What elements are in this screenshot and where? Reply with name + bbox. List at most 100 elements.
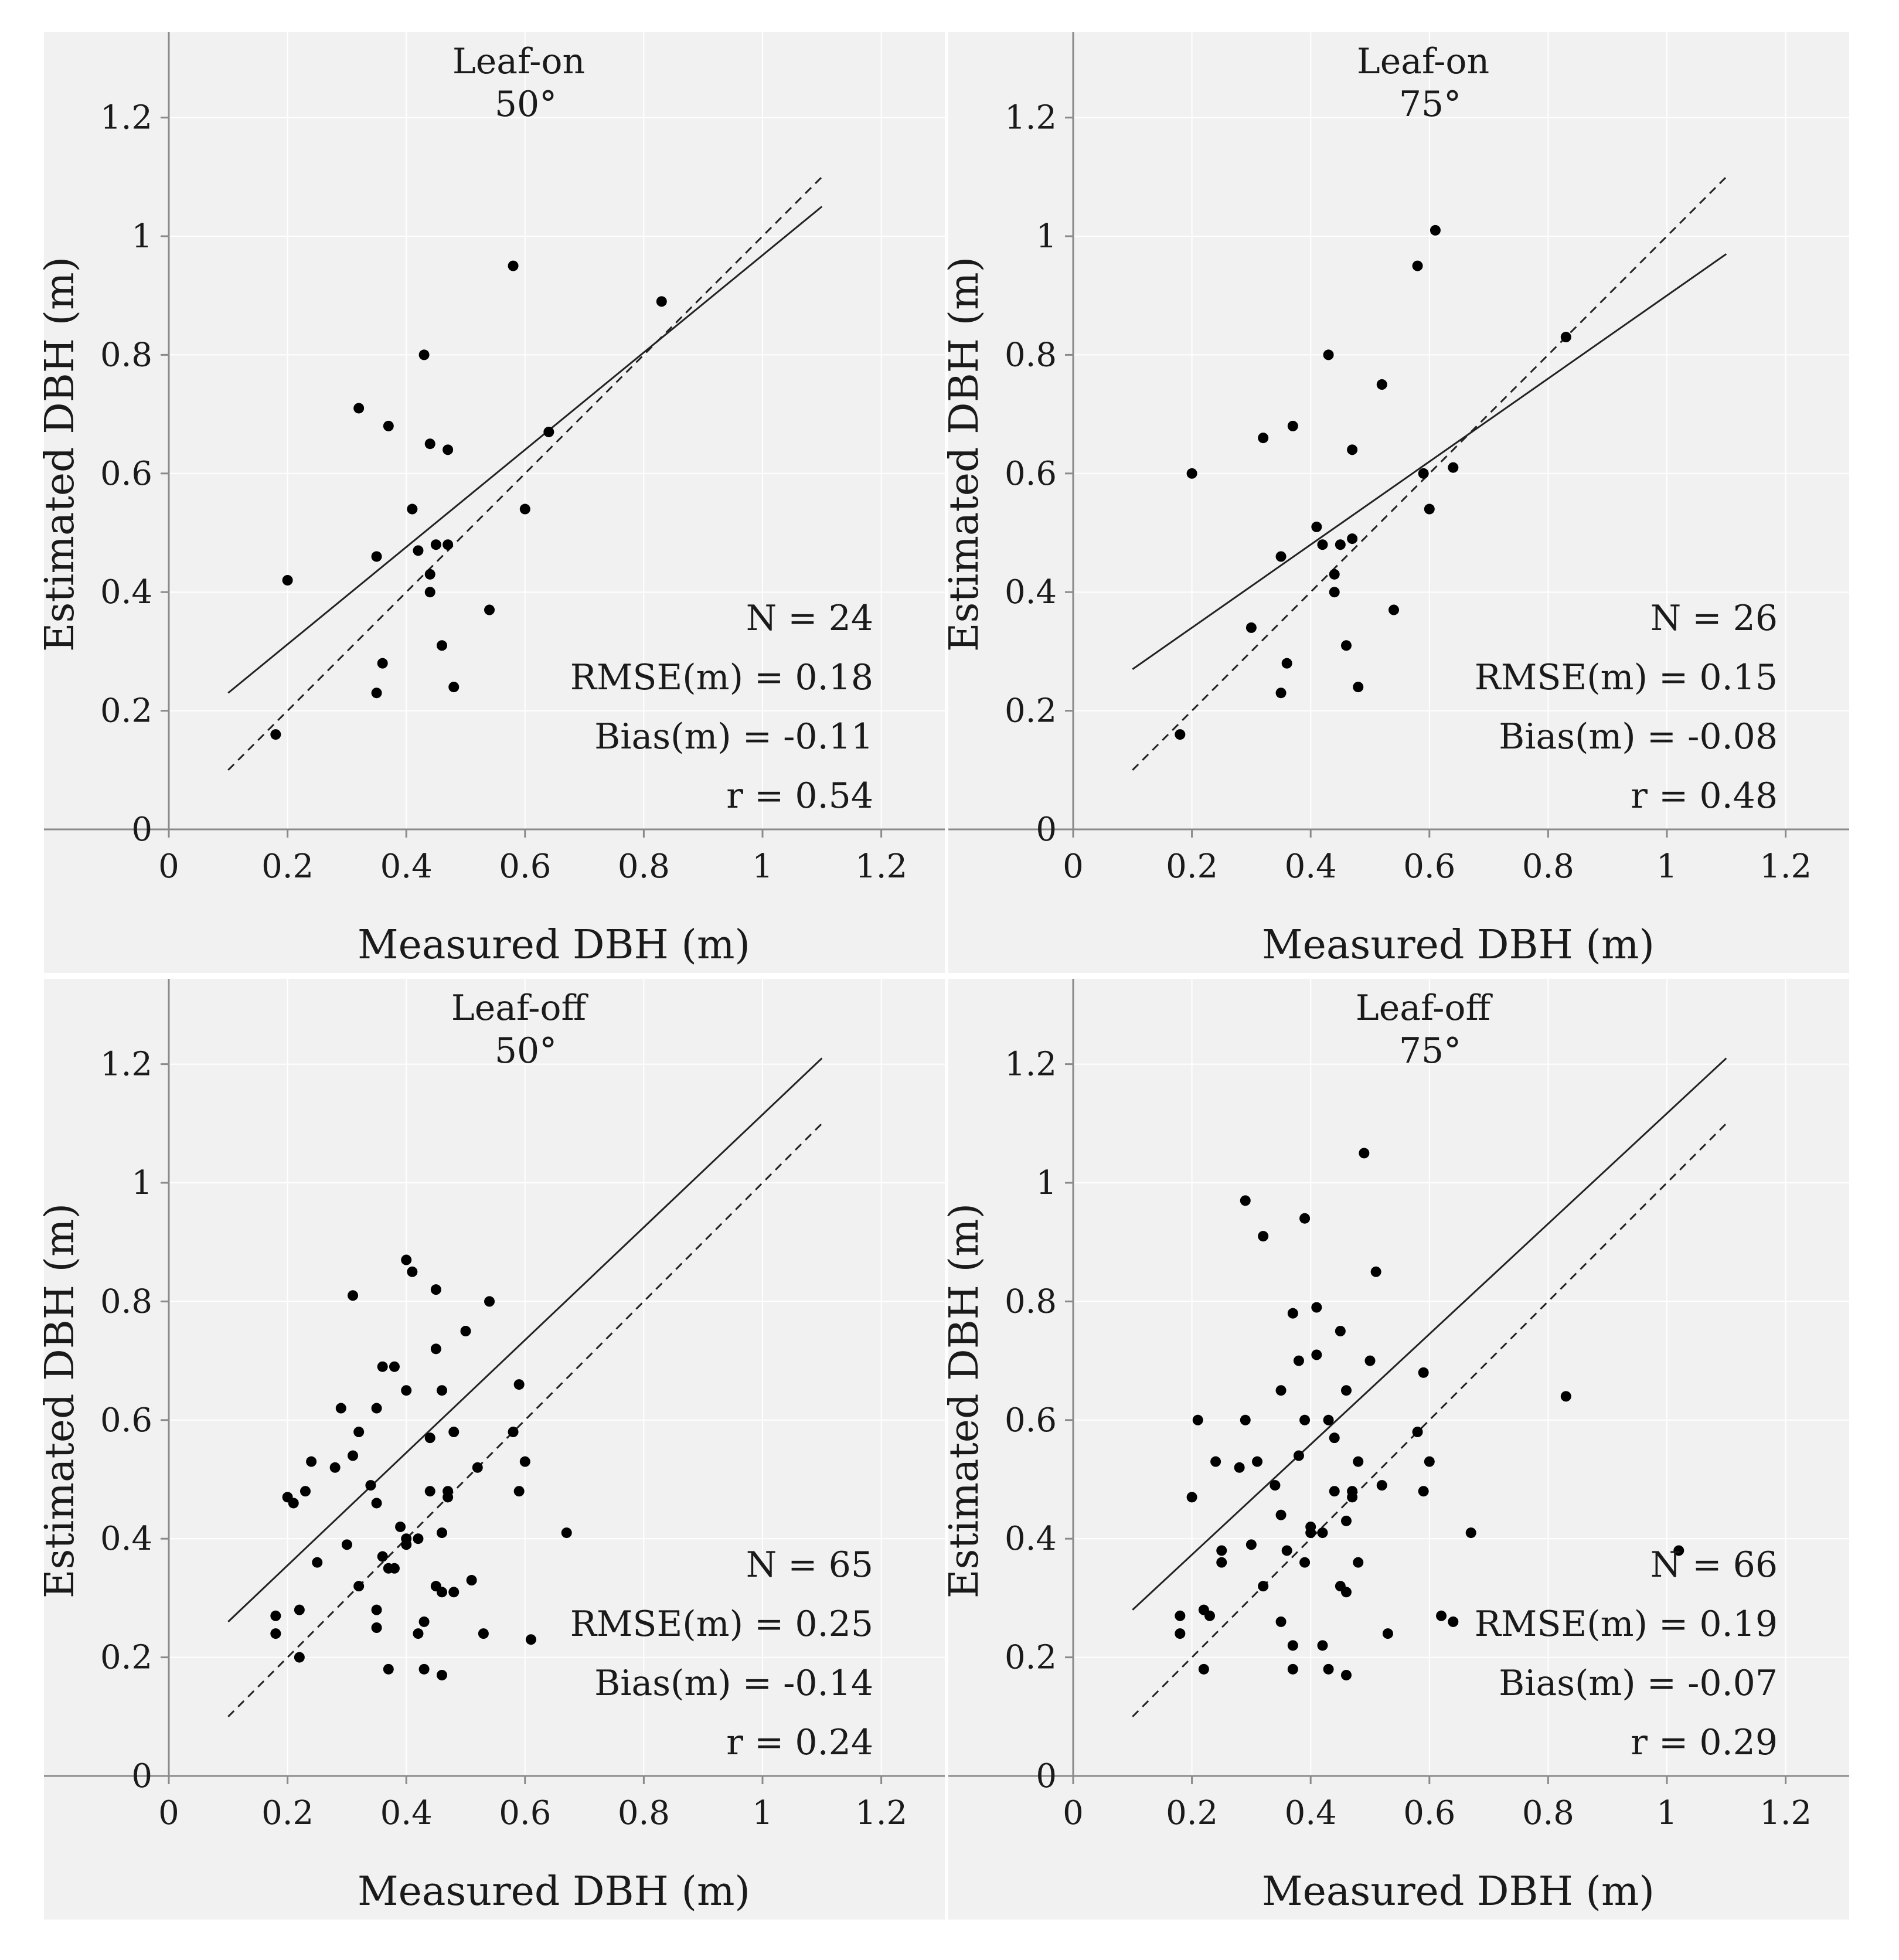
data-point xyxy=(1335,1326,1346,1336)
stat-r: r = 0.48 xyxy=(1631,775,1778,816)
x-tick-label: 0 xyxy=(1063,848,1084,886)
y-tick-label: 0.4 xyxy=(1005,1520,1057,1558)
x-tick-label: 0.4 xyxy=(380,848,433,886)
data-point xyxy=(1329,587,1340,598)
data-point xyxy=(1436,1610,1447,1621)
data-point xyxy=(401,1254,412,1265)
y-tick-label: 0.6 xyxy=(100,1401,152,1440)
data-point xyxy=(418,1616,430,1627)
y-tick-label: 0.6 xyxy=(1005,1401,1057,1440)
data-point xyxy=(1340,1515,1352,1526)
data-point xyxy=(1335,539,1346,550)
data-point xyxy=(1216,1545,1227,1556)
data-point xyxy=(1418,1367,1429,1378)
plot-background xyxy=(44,979,945,1920)
regression-fit-line xyxy=(1132,1057,1727,1611)
axis-ticks: 0 0.2 0.4 0.6 0.8 1 1.2 0 0.2 0.4 0.6 0.8 1 1.2 xyxy=(100,1046,907,1832)
data-point xyxy=(1353,682,1364,693)
data-point xyxy=(430,1284,441,1295)
x-tick-label: 1.2 xyxy=(1760,848,1812,886)
data-point xyxy=(270,1628,281,1639)
data-point xyxy=(436,1669,447,1680)
data-point xyxy=(1186,468,1197,479)
data-point xyxy=(1364,1355,1376,1366)
data-point xyxy=(1418,1486,1429,1497)
data-point xyxy=(1299,1557,1311,1568)
data-point xyxy=(1347,444,1358,455)
panel-subtitle: 75° xyxy=(1399,84,1461,125)
data-point xyxy=(1370,1266,1381,1277)
data-point xyxy=(1275,551,1287,562)
x-tick-label: 1.2 xyxy=(855,1794,907,1832)
data-point xyxy=(288,1498,299,1509)
panel-title: Leaf-on xyxy=(1357,41,1489,82)
data-points xyxy=(270,1254,572,1680)
data-point xyxy=(377,1551,388,1562)
data-point xyxy=(1299,1414,1311,1425)
data-point xyxy=(424,438,435,450)
y-tick-label: 0 xyxy=(1036,811,1057,849)
y-tick-label: 0.2 xyxy=(100,1639,152,1677)
x-tick-label: 0.2 xyxy=(1166,1794,1218,1832)
data-point xyxy=(430,539,441,550)
data-point xyxy=(656,296,667,307)
y-tick-label: 0.8 xyxy=(100,336,152,374)
data-point xyxy=(1281,658,1292,669)
plot-background xyxy=(44,32,945,973)
x-axis-label: Measured DBH (m) xyxy=(358,922,750,968)
data-point xyxy=(1311,521,1322,532)
stat-bias: Bias(m) = -0.14 xyxy=(594,1663,873,1704)
data-point xyxy=(508,260,519,271)
data-point xyxy=(1323,1414,1334,1425)
stat-rmse: RMSE(m) = 0.25 xyxy=(570,1604,873,1645)
data-point xyxy=(377,1361,388,1372)
y-tick-label: 0 xyxy=(1036,1757,1057,1795)
data-point xyxy=(1317,1640,1328,1651)
data-point xyxy=(1424,1456,1435,1467)
data-point xyxy=(436,1385,447,1396)
stat-rmse: RMSE(m) = 0.18 xyxy=(570,657,873,698)
data-point xyxy=(513,1379,525,1390)
data-point xyxy=(436,1587,447,1598)
y-tick-label: 0.2 xyxy=(1005,1639,1057,1677)
data-point xyxy=(1186,1492,1197,1503)
data-point xyxy=(353,1427,365,1438)
data-point xyxy=(1353,1557,1364,1568)
x-tick-label: 0.6 xyxy=(499,1794,551,1832)
data-point xyxy=(519,1456,530,1467)
stat-r: r = 0.29 xyxy=(1631,1722,1778,1763)
data-point xyxy=(1275,688,1287,699)
data-point xyxy=(383,420,394,431)
data-point xyxy=(1175,1628,1186,1639)
x-tick-label: 0.8 xyxy=(1522,1794,1574,1832)
x-tick-label: 0 xyxy=(158,848,179,886)
data-point xyxy=(1359,1148,1370,1159)
data-point xyxy=(1340,640,1352,651)
stat-n: N = 66 xyxy=(1650,1544,1778,1585)
data-point xyxy=(353,1581,365,1592)
data-point xyxy=(1311,1302,1322,1313)
data-point xyxy=(294,1604,305,1615)
data-point xyxy=(424,1432,435,1444)
data-point xyxy=(1275,1509,1287,1520)
data-point xyxy=(1198,1663,1209,1675)
data-point xyxy=(1412,1427,1423,1438)
data-point xyxy=(1287,420,1298,431)
data-point xyxy=(371,688,382,699)
data-point xyxy=(1258,1581,1269,1592)
data-point xyxy=(413,1533,424,1544)
panel-subtitle: 50° xyxy=(495,84,557,125)
regression-fit-line xyxy=(1132,253,1727,670)
data-point xyxy=(1270,1480,1281,1491)
x-tick-label: 0.8 xyxy=(1522,848,1574,886)
data-point xyxy=(418,349,430,360)
x-tick-label: 0.2 xyxy=(1166,848,1218,886)
y-tick-label: 1 xyxy=(1036,1164,1057,1202)
x-tick-label: 0.2 xyxy=(261,848,314,886)
panel-leaf-on-50: 0 0.2 0.4 0.6 0.8 1 1.2 0 0.2 0.4 0.6 0.8 1 1.2 Leaf-… xyxy=(37,32,945,973)
data-point xyxy=(1275,1385,1287,1396)
data-point xyxy=(407,1266,418,1277)
plot-background xyxy=(948,979,1849,1920)
x-tick-label: 0 xyxy=(158,1794,179,1832)
y-axis-label: Estimated DBH (m) xyxy=(941,257,988,652)
